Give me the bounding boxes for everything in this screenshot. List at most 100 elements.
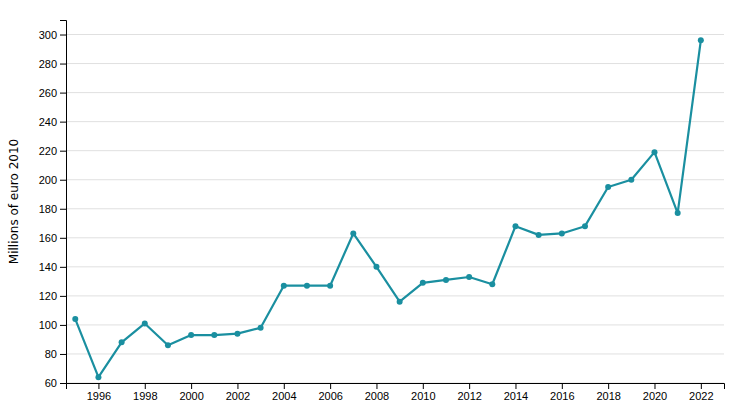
x-tick-label: 2008 bbox=[365, 390, 389, 402]
x-tick-mark bbox=[376, 383, 377, 389]
x-tick-mark bbox=[562, 383, 563, 389]
y-tick-mark bbox=[60, 93, 66, 94]
point bbox=[142, 320, 148, 326]
y-tick: 200 bbox=[39, 174, 66, 186]
y-tick-label: 160 bbox=[39, 232, 57, 244]
y-tick: 60 bbox=[45, 377, 66, 389]
y-tick-label: 280 bbox=[39, 58, 57, 70]
x-tick-mark bbox=[608, 383, 609, 389]
y-tick-label: 140 bbox=[39, 261, 57, 273]
grid bbox=[66, 35, 724, 383]
chart: 1996199820002002200420062008201020122014… bbox=[0, 0, 748, 419]
y-tick-mark bbox=[60, 151, 66, 152]
y-tick: 240 bbox=[39, 116, 66, 128]
plot: 1996199820002002200420062008201020122014… bbox=[39, 21, 725, 402]
x-tick: 2012 bbox=[457, 383, 481, 402]
grid-line bbox=[66, 150, 724, 151]
y-tick: 160 bbox=[39, 232, 66, 244]
y-axis-line bbox=[60, 21, 67, 384]
point bbox=[258, 325, 264, 331]
point bbox=[373, 264, 379, 270]
grid-line bbox=[66, 237, 724, 238]
x-tick-mark bbox=[284, 383, 285, 389]
point bbox=[165, 342, 171, 348]
x-tick-label: 2010 bbox=[411, 390, 435, 402]
y-tick-mark bbox=[60, 296, 66, 297]
y-axis: 6080100120140160180200220240260280300 bbox=[39, 21, 67, 390]
y-tick-mark bbox=[60, 383, 66, 384]
x-tick-label: 2016 bbox=[550, 390, 574, 402]
point bbox=[304, 283, 310, 289]
x-tick-mark bbox=[237, 383, 238, 389]
x-tick-label: 2014 bbox=[504, 390, 528, 402]
point bbox=[675, 210, 681, 216]
x-tick: 2008 bbox=[365, 383, 389, 402]
x-tick: 2000 bbox=[179, 383, 203, 402]
point bbox=[698, 37, 704, 43]
y-tick-label: 240 bbox=[39, 116, 57, 128]
grid-line bbox=[66, 92, 724, 93]
x-tick: 2018 bbox=[596, 383, 620, 402]
point bbox=[582, 223, 588, 229]
x-tick: 2022 bbox=[689, 383, 713, 402]
point bbox=[536, 232, 542, 238]
x-tick: 1996 bbox=[87, 383, 111, 402]
grid-line bbox=[66, 266, 724, 267]
point bbox=[443, 277, 449, 283]
line bbox=[75, 40, 701, 377]
x-tick-mark bbox=[191, 383, 192, 389]
y-tick: 80 bbox=[45, 348, 66, 360]
x-tick-mark bbox=[515, 383, 516, 389]
y-tick-mark bbox=[60, 354, 66, 355]
y-tick: 140 bbox=[39, 261, 66, 273]
x-tick: 1998 bbox=[133, 383, 157, 402]
x-tick-label: 2020 bbox=[643, 390, 667, 402]
point bbox=[95, 374, 101, 380]
point bbox=[327, 283, 333, 289]
x-axis: 1996199820002002200420062008201020122014… bbox=[67, 383, 725, 402]
point bbox=[489, 281, 495, 287]
x-tick-label: 2000 bbox=[179, 390, 203, 402]
marks bbox=[72, 37, 704, 380]
x-tick-label: 2018 bbox=[596, 390, 620, 402]
point bbox=[72, 316, 78, 322]
y-tick-mark bbox=[60, 180, 66, 181]
point bbox=[119, 339, 125, 345]
x-tick-label: 1998 bbox=[133, 390, 157, 402]
x-tick: 2020 bbox=[643, 383, 667, 402]
x-tick-label: 2004 bbox=[272, 390, 296, 402]
point bbox=[420, 280, 426, 286]
y-tick-mark bbox=[60, 64, 66, 65]
y-tick-label: 260 bbox=[39, 87, 57, 99]
point bbox=[651, 149, 657, 155]
y-tick-mark bbox=[60, 35, 66, 36]
point bbox=[211, 332, 217, 338]
y-tick-mark bbox=[60, 209, 66, 210]
y-tick-mark bbox=[60, 267, 66, 268]
y-tick-label: 200 bbox=[39, 174, 57, 186]
point bbox=[188, 332, 194, 338]
x-tick: 2010 bbox=[411, 383, 435, 402]
y-tick: 220 bbox=[39, 145, 66, 157]
grid-line bbox=[66, 34, 724, 35]
y-tick: 300 bbox=[39, 29, 66, 41]
point bbox=[350, 230, 356, 236]
x-tick: 2004 bbox=[272, 383, 296, 402]
y-tick-label: 100 bbox=[39, 319, 57, 331]
y-tick-mark bbox=[60, 325, 66, 326]
grid-line bbox=[66, 324, 724, 325]
point bbox=[559, 230, 565, 236]
x-tick-mark bbox=[469, 383, 470, 389]
x-tick-label: 1996 bbox=[87, 390, 111, 402]
x-tick: 2006 bbox=[318, 383, 342, 402]
y-tick-mark bbox=[60, 122, 66, 123]
point bbox=[466, 274, 472, 280]
y-tick: 280 bbox=[39, 58, 66, 70]
y-axis-title: Millions of euro 2010 bbox=[7, 139, 21, 264]
x-tick-label: 2006 bbox=[318, 390, 342, 402]
point bbox=[281, 283, 287, 289]
x-tick-mark bbox=[98, 383, 99, 389]
x-tick-label: 2022 bbox=[689, 390, 713, 402]
point bbox=[605, 184, 611, 190]
x-tick-mark bbox=[654, 383, 655, 389]
